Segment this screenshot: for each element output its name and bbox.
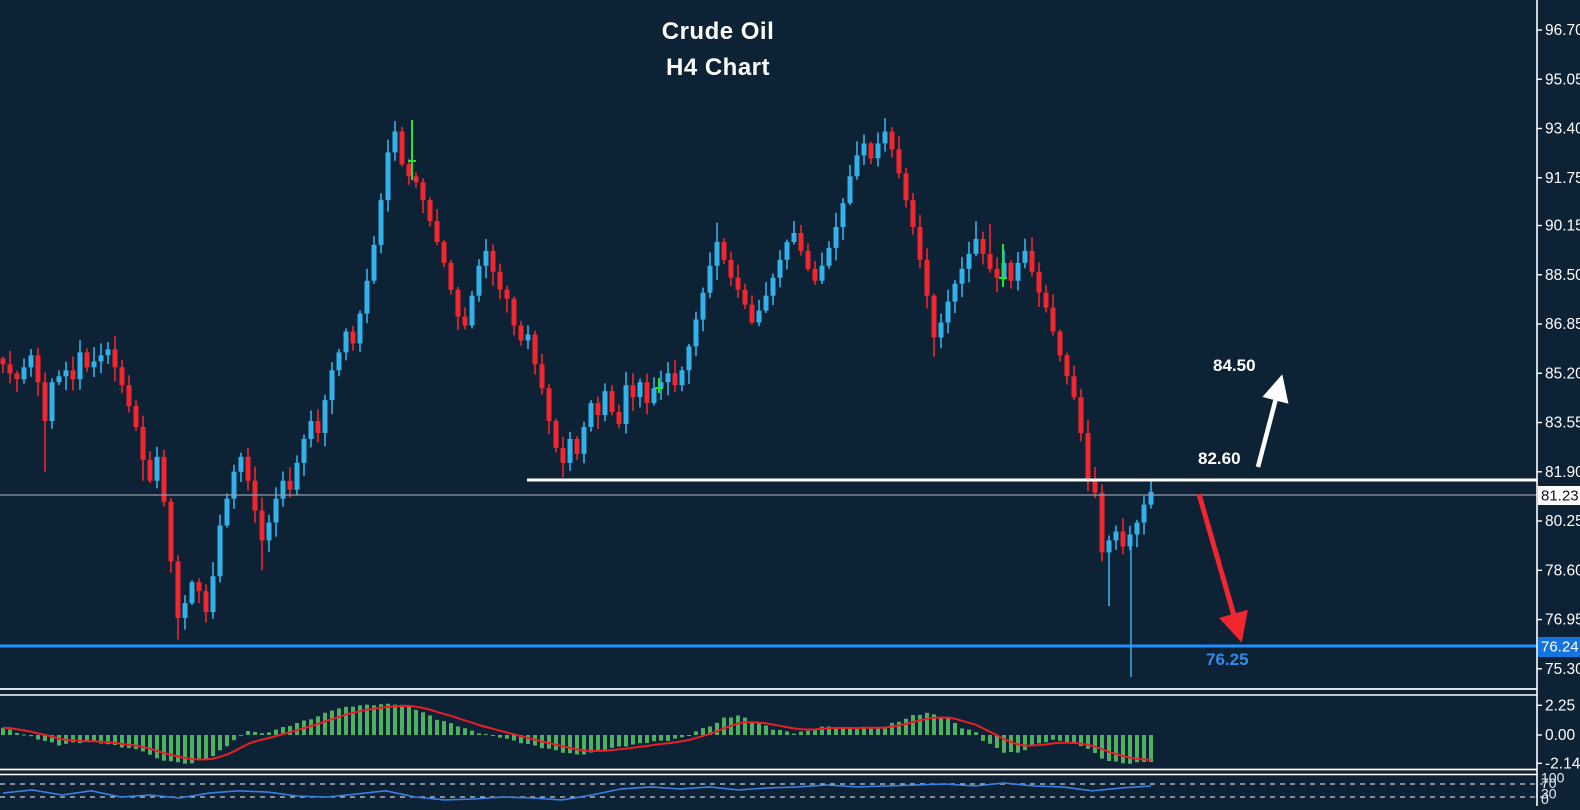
target-up-label: 84.50	[1213, 356, 1256, 375]
chart-title: Crude Oil H4 Chart	[538, 14, 898, 86]
oscillator-line	[2, 782, 1152, 801]
price-axis-label: 93.40	[1545, 121, 1580, 138]
price-axis-label: 78.60	[1545, 562, 1580, 579]
price-axis-label: 81.90	[1545, 464, 1580, 481]
oscillator-axis-label: 70	[1541, 775, 1557, 791]
macd-axis-label: -2.146	[1545, 755, 1580, 772]
price-axis-label: 86.85	[1545, 316, 1580, 333]
macd-axis-label: 0.00	[1545, 727, 1576, 744]
oscillator-axis-label: 0	[1541, 791, 1549, 807]
price-axis-label: 95.05	[1545, 71, 1580, 88]
price-axis-label: 83.55	[1545, 415, 1580, 432]
chart-title-timeframe: H4 Chart	[665, 54, 771, 81]
macd-signal-line	[2, 704, 1152, 761]
macd-axis-label: 2.25	[1545, 697, 1575, 714]
price-axis-label: 90.15	[1545, 218, 1580, 235]
current-price-box	[1538, 486, 1580, 505]
price-axis-label: 96.70	[1545, 22, 1580, 39]
price-axis-label: 76.95	[1545, 612, 1580, 629]
oscillator-axis-label: 100	[1541, 770, 1565, 786]
price-axis-label: 85.20	[1545, 365, 1580, 382]
support-price-box	[1538, 637, 1580, 657]
oscillator-axis-label: 30	[1541, 786, 1557, 802]
bullish-arrow-icon[interactable]	[1255, 374, 1289, 468]
support-price-box-value: 76.24	[1541, 638, 1579, 655]
chart-title-symbol: Crude Oil	[661, 18, 775, 45]
candlestick-series	[0, 118, 1154, 640]
price-axis-label: 75.30	[1545, 661, 1580, 678]
breakout-level-label: 82.60	[1198, 449, 1241, 468]
price-axis-label: 88.50	[1545, 267, 1580, 284]
price-axis-label: 91.75	[1545, 170, 1580, 187]
bearish-arrow-icon[interactable]	[1196, 493, 1248, 643]
support-label: 76.25	[1206, 650, 1249, 669]
current-price-box-value: 81.23	[1541, 487, 1579, 504]
price-axis-label: 80.25	[1545, 513, 1580, 530]
